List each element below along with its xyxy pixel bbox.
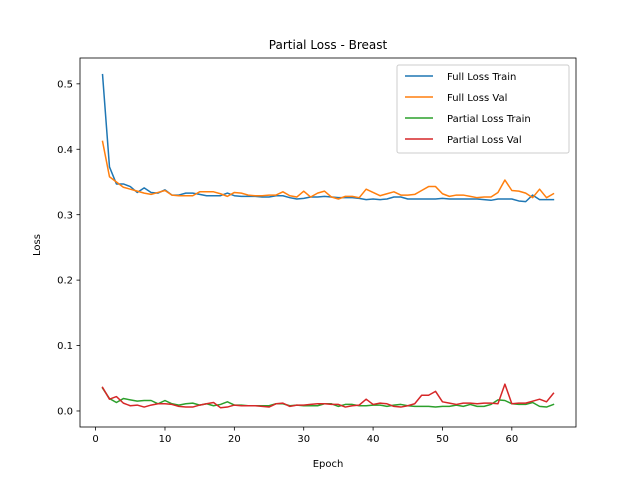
y-axis-label: Loss (32, 234, 43, 256)
y-axis-ticks: 0.0 0.1 0.2 0.3 0.4 0.5 (57, 79, 80, 418)
y-tick-label: 0.4 (57, 145, 73, 156)
y-tick-label: 0.0 (57, 407, 73, 418)
series-line (101, 383, 555, 409)
axes-frame (79, 57, 577, 428)
x-tick-label: 10 (159, 434, 172, 445)
legend-label: Full Loss Train (447, 72, 516, 83)
legend-label: Full Loss Val (447, 93, 507, 104)
x-tick-label: 50 (436, 434, 449, 445)
y-tick-label: 0.3 (57, 210, 73, 221)
legend: Full Loss Train Full Loss Val Partial Loss… (396, 64, 570, 154)
x-tick-label: 20 (228, 434, 241, 445)
x-axis-ticks: 0 10 20 30 40 50 60 (92, 427, 518, 445)
legend-label: Partial Loss Train (447, 114, 531, 125)
y-tick-label: 0.1 (57, 341, 73, 352)
x-axis-label: Epoch (313, 459, 344, 470)
x-tick-label: 30 (297, 434, 310, 445)
legend-label: Partial Loss Val (447, 135, 522, 146)
legend-box (396, 64, 570, 154)
x-tick-label: 60 (505, 434, 518, 445)
series-line (101, 140, 555, 200)
x-tick-label: 0 (92, 434, 98, 445)
y-tick-label: 0.2 (57, 276, 73, 287)
axes-spines (79, 57, 577, 428)
x-tick-label: 40 (367, 434, 380, 445)
y-tick-label: 0.5 (57, 79, 73, 90)
plot-lines (101, 73, 555, 409)
chart-title: Partial Loss - Breast (269, 38, 388, 52)
